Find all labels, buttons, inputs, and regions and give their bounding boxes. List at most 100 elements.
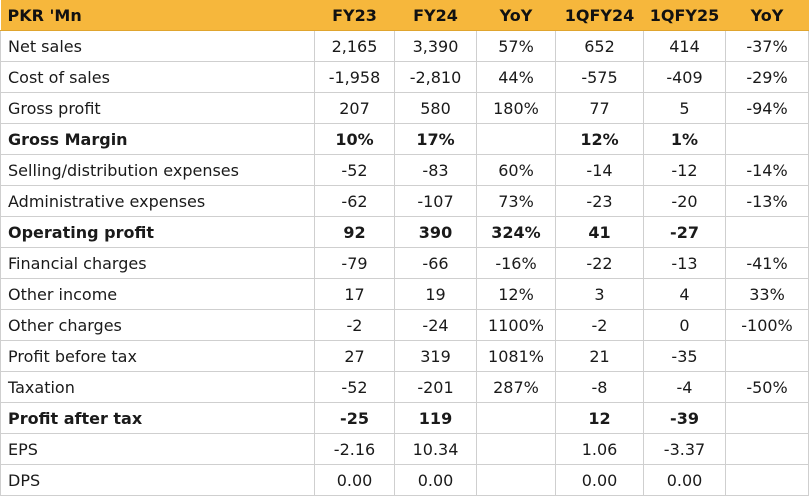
table-cell: -94% (725, 92, 809, 124)
table-cell (725, 402, 809, 434)
header-fy24: FY24 (394, 0, 477, 31)
table-header: PKR 'Mn FY23 FY24 YoY 1QFY24 1QFY25 YoY (0, 0, 809, 31)
table-row: Profit after tax -25 119 12 -39 (0, 402, 809, 434)
row-label: Gross profit (0, 92, 315, 124)
table-cell: -3.37 (643, 433, 726, 465)
row-label: DPS (0, 464, 315, 496)
table-cell: 12% (476, 278, 556, 310)
header-row: PKR 'Mn FY23 FY24 YoY 1QFY24 1QFY25 YoY (0, 0, 809, 31)
table-row: Other charges -2 -24 1100% -2 0 -100% (0, 309, 809, 341)
table-cell: 180% (476, 92, 556, 124)
table-cell: 10% (314, 123, 395, 155)
table-cell: -35 (643, 340, 726, 372)
row-label: Taxation (0, 371, 315, 403)
table-row: Taxation -52 -201 287% -8 -4 -50% (0, 371, 809, 403)
table-cell (476, 464, 556, 496)
table-cell: -79 (314, 247, 395, 279)
header-yoy-annual: YoY (476, 0, 556, 31)
table-cell: -66 (394, 247, 477, 279)
table-row: Financial charges -79 -66 -16% -22 -13 -41% (0, 247, 809, 279)
table-cell: -27 (643, 216, 726, 248)
table-cell: 4 (643, 278, 726, 310)
table-cell: -2,810 (394, 61, 477, 93)
row-label: Financial charges (0, 247, 315, 279)
table-cell: 17 (314, 278, 395, 310)
table-cell: -16% (476, 247, 556, 279)
table-row: Administrative expenses -62 -107 73% -23 -20-… (0, 185, 809, 217)
table-cell: -52 (314, 371, 395, 403)
table-cell: -575 (555, 61, 644, 93)
header-1qfy25: 1QFY25 (643, 0, 726, 31)
table-cell: 324% (476, 216, 556, 248)
table-cell: 17% (394, 123, 477, 155)
row-label: Profit after tax (0, 402, 315, 434)
table-cell: -39 (643, 402, 726, 434)
table-cell: 414 (643, 30, 726, 62)
table-cell: 3,390 (394, 30, 477, 62)
table-cell: 0.00 (555, 464, 644, 496)
table-cell (725, 340, 809, 372)
table-cell: -24 (394, 309, 477, 341)
table-cell: 1081% (476, 340, 556, 372)
table-cell: 21 (555, 340, 644, 372)
table-cell: -14 (555, 154, 644, 186)
table-cell: -2 (555, 309, 644, 341)
table-cell: 390 (394, 216, 477, 248)
table-row: Gross Margin 10% 17% 12% 1% (0, 123, 809, 155)
header-label: PKR 'Mn (0, 0, 315, 31)
row-label: Gross Margin (0, 123, 315, 155)
row-label: Other charges (0, 309, 315, 341)
table-cell: 0.00 (314, 464, 395, 496)
row-label: EPS (0, 433, 315, 465)
table-row: Other income 17 19 12% 3 4 33% (0, 278, 809, 310)
table-cell (725, 464, 809, 496)
row-label: Administrative expenses (0, 185, 315, 217)
table-row: EPS -2.16 10.34 1.06 -3.37 (0, 433, 809, 465)
table-cell: -100% (725, 309, 809, 341)
table-row: Cost of sales -1,958 -2,810 44% -575 -409 -29% (0, 61, 809, 93)
table-cell (725, 123, 809, 155)
table-row: Profit before tax 27 319 1081% 21 -35 (0, 340, 809, 372)
table-cell: 19 (394, 278, 477, 310)
table-cell: -14% (725, 154, 809, 186)
table-cell: -62 (314, 185, 395, 217)
table-cell: 1.06 (555, 433, 644, 465)
table-cell: -41% (725, 247, 809, 279)
header-yoy-quarterly: YoY (725, 0, 809, 31)
table-cell (476, 123, 556, 155)
table-cell: -83 (394, 154, 477, 186)
table-cell: 77 (555, 92, 644, 124)
table-cell: -20 (643, 185, 726, 217)
table-cell: 119 (394, 402, 477, 434)
table-cell: 92 (314, 216, 395, 248)
table-cell: -12 (643, 154, 726, 186)
table-cell: 319 (394, 340, 477, 372)
table-body: Net sales 2,165 3,390 57% 652 414 -37% Cost of … (0, 30, 809, 496)
table-cell: -37% (725, 30, 809, 62)
table-cell: 0.00 (394, 464, 477, 496)
table-cell: 57% (476, 30, 556, 62)
table-cell: 3 (555, 278, 644, 310)
row-label: Net sales (0, 30, 315, 62)
table-row: Gross profit 207 580 180% 77 5 -94% (0, 92, 809, 124)
table-row: Selling/distribution expenses -52 -83 60% -1… (0, 154, 809, 186)
table-cell: 27 (314, 340, 395, 372)
table-cell: -201 (394, 371, 477, 403)
table-cell: 12% (555, 123, 644, 155)
table-cell: -107 (394, 185, 477, 217)
table-cell: 1100% (476, 309, 556, 341)
table-cell: -8 (555, 371, 644, 403)
table-cell (725, 216, 809, 248)
table-cell: 2,165 (314, 30, 395, 62)
table-cell: 73% (476, 185, 556, 217)
row-label: Selling/distribution expenses (0, 154, 315, 186)
table-cell: 10.34 (394, 433, 477, 465)
table-cell: 44% (476, 61, 556, 93)
table-cell: -22 (555, 247, 644, 279)
header-fy23: FY23 (314, 0, 395, 31)
table-cell: -23 (555, 185, 644, 217)
table-cell: 60% (476, 154, 556, 186)
table-cell (476, 402, 556, 434)
table-cell: 652 (555, 30, 644, 62)
